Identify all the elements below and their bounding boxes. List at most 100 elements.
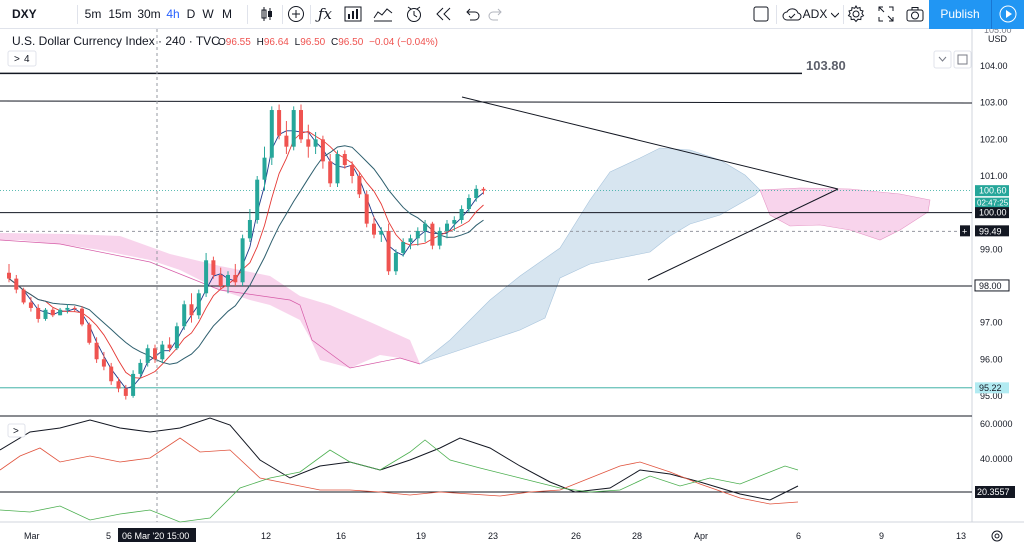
interval-w[interactable]: W — [202, 7, 214, 21]
current-price-tag-text: 100.60 — [979, 186, 1007, 196]
candle-body — [277, 110, 282, 136]
candle — [401, 238, 406, 257]
candle — [328, 154, 333, 187]
interval-d[interactable]: D — [186, 7, 196, 21]
adx-oscillator — [0, 417, 972, 523]
candle — [50, 307, 55, 318]
cloud-bear — [0, 233, 420, 368]
play-icon[interactable] — [991, 0, 1024, 29]
candle — [386, 223, 391, 275]
triangle-trendlines — [461, 96, 839, 281]
interval-m[interactable]: M — [222, 7, 232, 21]
legend-close: 96.50 — [338, 37, 363, 48]
fullscreen-icon[interactable] — [876, 0, 896, 29]
candle — [277, 104, 282, 140]
candle-body — [452, 219, 457, 224]
candle-body — [430, 223, 435, 246]
candle — [123, 384, 128, 400]
candle-body — [445, 223, 449, 231]
candle — [21, 287, 26, 305]
layout-square-icon[interactable] — [751, 0, 771, 29]
candle — [182, 300, 187, 330]
level-line-103[interactable] — [0, 100, 973, 104]
candle-body — [466, 197, 471, 209]
time-tick: 19 — [416, 531, 426, 541]
price-tick: 95.00 — [980, 391, 1003, 401]
candles — [7, 104, 486, 400]
candle — [350, 161, 355, 184]
candle — [357, 172, 362, 198]
financials-icon[interactable] — [371, 0, 395, 29]
chevron-right-icon: > — [14, 54, 20, 65]
publish-button[interactable]: Publish — [929, 0, 991, 29]
add-compare-icon[interactable] — [285, 0, 307, 29]
candle — [415, 227, 420, 246]
price-tick: 96.00 — [980, 354, 1003, 364]
candle — [364, 190, 369, 228]
price-tick: 103.00 — [980, 98, 1008, 108]
time-axis[interactable]: Mar 5 12 16 19 23 26 28 Apr 6 9 13 06 Mar '20 15:00 — [24, 528, 966, 542]
chevron-down-icon[interactable] — [829, 0, 841, 29]
cloud-span-b — [0, 239, 421, 369]
undo-icon[interactable] — [462, 0, 482, 29]
templates-icon[interactable] — [342, 0, 364, 29]
current-price-tag: 100.60 — [975, 185, 1009, 197]
symbol-search[interactable]: DXY — [12, 7, 37, 21]
cloud-save-icon[interactable] — [781, 0, 803, 29]
compare-symbol-label[interactable]: ADX — [802, 7, 828, 21]
candle-body — [233, 274, 238, 283]
ma-slow — [8, 145, 484, 365]
price-tick-top: 105.00 — [984, 29, 1012, 35]
candle — [430, 221, 435, 250]
indicators-toggle[interactable]: > 4 — [7, 50, 37, 67]
candle-body — [138, 362, 143, 374]
candle-body — [313, 139, 318, 147]
candle — [94, 337, 99, 363]
redo-icon[interactable] — [486, 0, 506, 29]
candle-body — [174, 326, 179, 349]
alert-icon[interactable] — [403, 0, 425, 29]
indicators-count: 4 — [24, 54, 30, 65]
indicators-fx-icon[interactable]: ƒx — [317, 5, 332, 23]
crosshair-time-text: 06 Mar '20 15:00 — [122, 531, 189, 541]
candle-body — [401, 241, 406, 253]
divider — [310, 5, 311, 24]
camera-icon[interactable] — [904, 0, 926, 29]
candle — [474, 185, 479, 202]
gear-icon[interactable] — [846, 0, 866, 29]
pane-settings[interactable] — [953, 50, 972, 69]
crosshair-price-text: 99.49 — [979, 226, 1002, 236]
level-98-tag-text: 98.00 — [979, 281, 1002, 291]
candle — [313, 132, 318, 155]
candle-body — [342, 154, 347, 166]
candle — [269, 106, 274, 166]
upper-trendline[interactable] — [461, 96, 839, 190]
candle — [131, 370, 136, 398]
candle-body — [255, 179, 260, 220]
divider — [247, 5, 248, 24]
candle — [240, 234, 245, 286]
interval-15m[interactable]: 15m — [108, 7, 132, 21]
lower-trendline[interactable] — [647, 188, 839, 281]
candle — [335, 150, 340, 187]
candle — [306, 124, 311, 158]
countdown-bg — [975, 197, 1009, 208]
legend-close-label: C — [331, 37, 338, 48]
candle-body — [364, 194, 369, 224]
candle — [379, 227, 384, 242]
replay-icon[interactable] — [433, 0, 455, 29]
candle — [255, 176, 260, 224]
time-tick: 26 — [571, 531, 581, 541]
candle-body — [357, 176, 362, 195]
osc-toggle[interactable]: > — [7, 423, 26, 438]
scroll-to-end-button[interactable] — [933, 50, 952, 69]
candles-icon[interactable] — [256, 0, 278, 29]
interval-30m[interactable]: 30m — [137, 7, 161, 21]
axis-settings-button[interactable] — [991, 530, 1003, 542]
candle-body — [182, 304, 187, 327]
legend-low: 96.50 — [300, 37, 325, 48]
interval-5m[interactable]: 5m — [84, 7, 102, 21]
interval-4h[interactable]: 4h — [166, 7, 180, 21]
